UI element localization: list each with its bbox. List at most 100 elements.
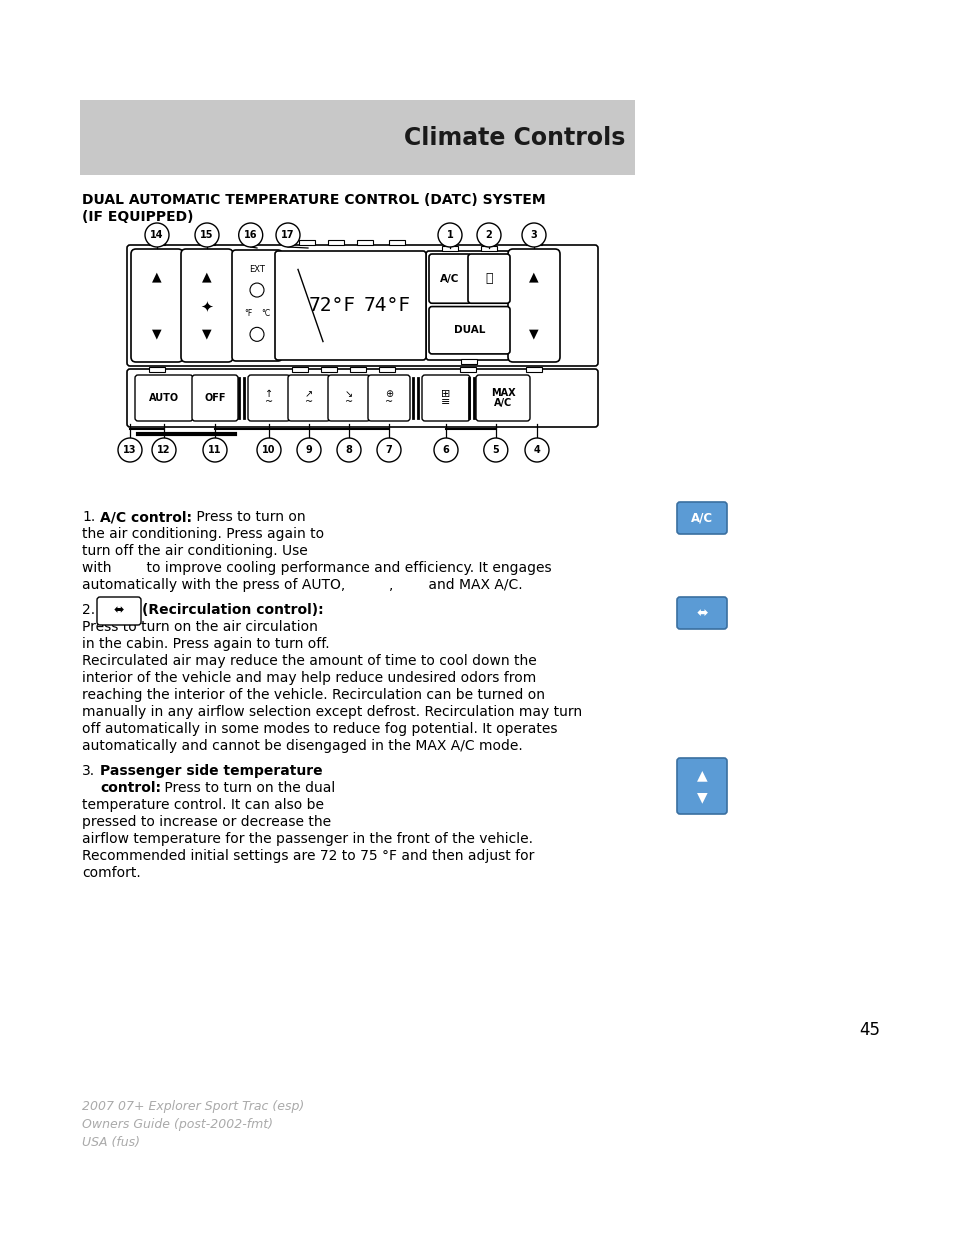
Circle shape [476, 224, 500, 247]
Text: 3: 3 [530, 230, 537, 240]
FancyBboxPatch shape [421, 375, 470, 421]
FancyBboxPatch shape [131, 249, 183, 362]
Circle shape [152, 438, 175, 462]
Text: 10: 10 [262, 445, 275, 454]
Text: comfort.: comfort. [82, 866, 141, 881]
Text: control:: control: [100, 781, 161, 795]
FancyBboxPatch shape [97, 597, 141, 625]
Bar [149, 240, 165, 245]
Text: off automatically in some modes to reduce fog potential. It operates: off automatically in some modes to reduc… [82, 722, 557, 736]
FancyBboxPatch shape [476, 375, 530, 421]
Circle shape [145, 224, 169, 247]
Text: ▼: ▼ [202, 327, 212, 341]
FancyBboxPatch shape [677, 758, 726, 814]
Circle shape [275, 224, 299, 247]
Text: 1.: 1. [82, 510, 95, 524]
FancyBboxPatch shape [426, 251, 510, 359]
Bar [298, 240, 314, 245]
Text: in the cabin. Press again to turn off.: in the cabin. Press again to turn off. [82, 637, 330, 651]
Bar [80, 100, 635, 175]
Text: MAX
A/C: MAX A/C [490, 388, 515, 409]
Bar [328, 240, 344, 245]
Text: A/C: A/C [690, 511, 712, 525]
FancyBboxPatch shape [127, 245, 598, 366]
Bar [459, 367, 476, 372]
Text: OFF: OFF [204, 393, 226, 403]
Text: 16: 16 [244, 230, 257, 240]
Text: temperature control. It can also be: temperature control. It can also be [82, 798, 324, 811]
Text: 72°F: 72°F [308, 296, 355, 315]
Text: ▲: ▲ [696, 768, 706, 782]
Text: °C: °C [260, 309, 270, 319]
Circle shape [376, 438, 400, 462]
Bar [441, 246, 457, 251]
Text: 17: 17 [281, 230, 294, 240]
Text: ✦: ✦ [200, 300, 213, 315]
Text: 6: 6 [442, 445, 449, 454]
Text: USA (fus): USA (fus) [82, 1136, 140, 1149]
Text: manually in any airflow selection except defrost. Recirculation may turn: manually in any airflow selection except… [82, 705, 581, 719]
Text: Recommended initial settings are 72 to 75 °F and then adjust for: Recommended initial settings are 72 to 7… [82, 848, 534, 863]
Bar [149, 367, 165, 372]
Text: with        to improve cooling performance and efficiency. It engages: with to improve cooling performance and … [82, 561, 551, 576]
Text: ↗
~: ↗ ~ [305, 389, 313, 408]
Text: airflow temperature for the passenger in the front of the vehicle.: airflow temperature for the passenger in… [82, 832, 533, 846]
Text: ↘
~: ↘ ~ [345, 389, 353, 408]
Bar [199, 240, 214, 245]
Text: Recirculated air may reduce the amount of time to cool down the: Recirculated air may reduce the amount o… [82, 655, 537, 668]
Text: Owners Guide (post-2002-fmt): Owners Guide (post-2002-fmt) [82, 1118, 273, 1131]
Text: 45: 45 [859, 1021, 880, 1039]
Text: AUTO: AUTO [149, 393, 179, 403]
Text: reaching the interior of the vehicle. Recirculation can be turned on: reaching the interior of the vehicle. Re… [82, 688, 544, 701]
Text: pressed to increase or decrease the: pressed to increase or decrease the [82, 815, 331, 829]
Circle shape [336, 438, 360, 462]
Text: 9: 9 [305, 445, 312, 454]
Text: Passenger side temperature: Passenger side temperature [100, 764, 322, 778]
Text: 🚗: 🚗 [485, 272, 493, 285]
Circle shape [524, 438, 548, 462]
Text: Press to turn on the dual: Press to turn on the dual [160, 781, 335, 795]
Bar [525, 367, 541, 372]
Circle shape [521, 224, 545, 247]
Circle shape [483, 438, 507, 462]
Text: DUAL: DUAL [454, 325, 485, 335]
Text: ↑
~: ↑ ~ [265, 389, 273, 408]
Text: (Recirculation control):: (Recirculation control): [142, 603, 323, 618]
Bar [320, 367, 336, 372]
Text: 5: 5 [492, 445, 498, 454]
Bar [350, 367, 365, 372]
Circle shape [238, 224, 262, 247]
Text: ▼: ▼ [696, 790, 706, 804]
Text: automatically with the press of AUTO,          ,        and MAX A/C.: automatically with the press of AUTO, , … [82, 578, 522, 592]
Text: ⬌: ⬌ [696, 606, 707, 620]
Bar [292, 367, 308, 372]
Text: automatically and cannot be disengaged in the MAX A/C mode.: automatically and cannot be disengaged i… [82, 739, 522, 753]
FancyBboxPatch shape [328, 375, 370, 421]
Text: 7: 7 [385, 445, 392, 454]
FancyBboxPatch shape [248, 375, 290, 421]
Text: °F: °F [244, 309, 253, 319]
Text: 8: 8 [345, 445, 352, 454]
Text: 14: 14 [150, 230, 164, 240]
Text: ▼: ▼ [529, 327, 538, 341]
FancyBboxPatch shape [429, 306, 510, 354]
Circle shape [256, 438, 281, 462]
Circle shape [250, 327, 264, 341]
Bar [480, 246, 497, 251]
FancyBboxPatch shape [368, 375, 410, 421]
Text: 11: 11 [208, 445, 221, 454]
Text: Climate Controls: Climate Controls [403, 126, 624, 149]
Text: A/C control:: A/C control: [100, 510, 192, 524]
Text: ▲: ▲ [529, 270, 538, 283]
Text: Press to turn on: Press to turn on [192, 510, 305, 524]
Text: A/C: A/C [440, 274, 459, 284]
Circle shape [434, 438, 457, 462]
Text: DUAL AUTOMATIC TEMPERATURE CONTROL (DATC) SYSTEM: DUAL AUTOMATIC TEMPERATURE CONTROL (DATC… [82, 193, 545, 207]
Text: Press to turn on the air circulation: Press to turn on the air circulation [82, 620, 317, 634]
Text: 2: 2 [485, 230, 492, 240]
FancyBboxPatch shape [135, 375, 193, 421]
Text: 15: 15 [200, 230, 213, 240]
Bar [378, 367, 395, 372]
Bar [389, 240, 404, 245]
FancyBboxPatch shape [274, 251, 426, 359]
